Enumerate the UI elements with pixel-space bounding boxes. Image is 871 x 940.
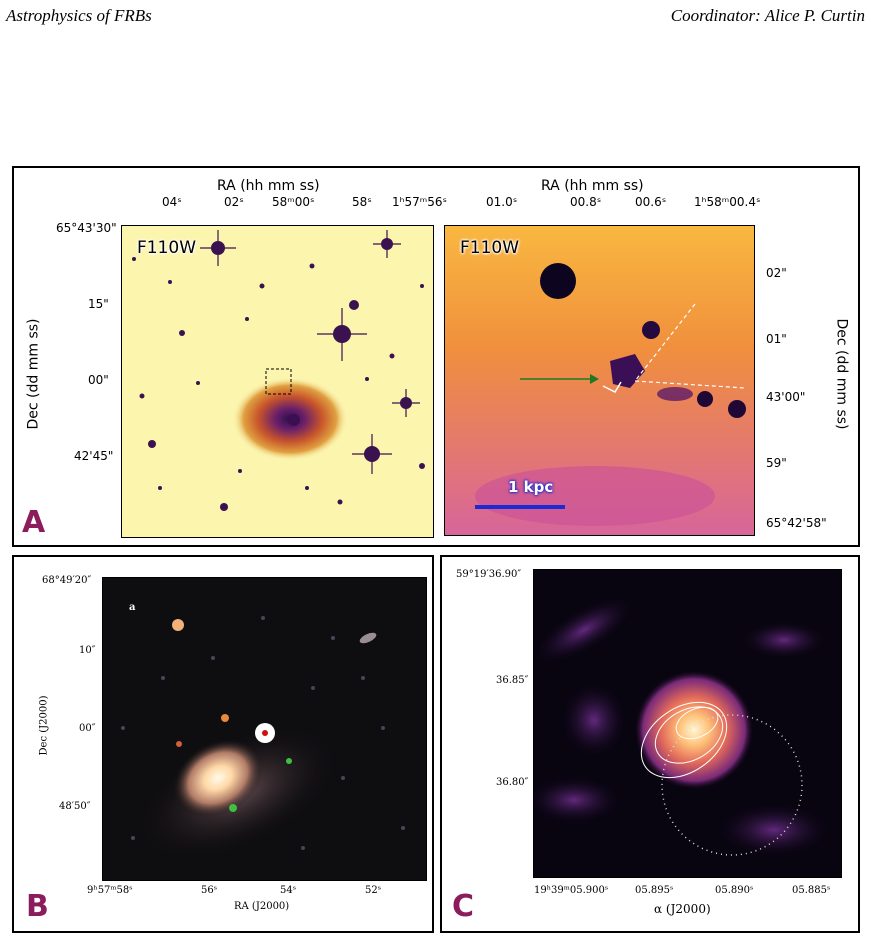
ra-tick-label: 05.890ˢ [715,885,754,896]
optical-color-image [121,616,405,862]
panel-b-dec-title: Dec (J2000) [38,695,50,756]
dec-tick-label: 59°19′36.90″ [456,569,522,580]
filter-label: F110W [137,238,197,258]
dec-tick-label: 10″ [79,645,96,656]
panel-a-left-dec-title: Dec (dd mm ss) [25,318,42,430]
dec-tick-label: 36.80″ [496,777,529,788]
header-left: Astrophysics of FRBs [6,6,152,25]
panel-c-ra-title: α (J2000) [654,902,711,916]
ra-tick-label: 01.0ˢ [486,195,518,209]
f110w-zoom-image [445,226,754,535]
panel-label-b: B [26,889,49,924]
dec-tick-label: 68°49′20″ [42,575,92,586]
dec-tick-label: 01" [766,332,787,346]
f110w-wide-field-image [122,226,433,537]
ra-tick-label: 9ʰ57ᵐ58ˢ [87,885,133,896]
ra-tick-label: 00.6ˢ [635,195,667,209]
panel-b-ra-title: RA (J2000) [234,901,290,912]
panel-b-image [102,577,427,881]
dec-tick-label: 42'45" [74,449,114,463]
panel-b: 68°49′20″ 10″ 00″ 48′50″ Dec (J2000) [12,555,434,933]
ra-tick-label: 58ᵐ00ˢ [272,195,315,209]
ra-tick-label: 05.885ˢ [792,885,831,896]
ra-tick-label: 56ˢ [201,885,218,896]
header-right: Coordinator: Alice P. Curtin [670,6,865,25]
panel-c-image [533,569,842,878]
panel-a-left-image [121,225,434,538]
ra-tick-label: 02ˢ [224,195,244,209]
panel-a: RA (hh mm ss) 04ˢ 02ˢ 58ᵐ00ˢ 58ˢ 1ʰ57ᵐ56… [12,166,860,547]
ra-tick-label: 58ˢ [352,195,372,209]
dec-tick-label: 36.85″ [496,675,529,686]
dec-tick-label: 15" [88,297,109,311]
scale-bar-label: 1 kpc [508,478,554,496]
ra-tick-label: 1ʰ58ᵐ00.4ˢ [694,195,761,209]
panel-c: 59°19′36.90″ 36.85″ 36.80″ [440,555,860,933]
dec-tick-label: 43'00" [766,390,806,404]
ra-tick-label: 54ˢ [280,885,297,896]
panel-b-inset-label: a [129,602,136,613]
dec-tick-label: 02" [766,266,787,280]
panel-label-c: C [452,889,475,924]
dec-tick-label: 00″ [79,723,96,734]
dec-tick-label: 59" [766,456,787,470]
filter-label: F110W [460,238,520,258]
panel-a-right-ra-title: RA (hh mm ss) [541,178,644,194]
panel-a-left-ra-title: RA (hh mm ss) [217,178,320,194]
ra-tick-label: 52ˢ [365,885,382,896]
dec-tick-label: 65°42'58" [766,516,827,530]
dec-tick-label: 65°43'30" [56,221,117,235]
dec-tick-label: 48′50″ [59,801,91,812]
ra-tick-label: 19ʰ39ᵐ05.900ˢ [534,885,609,896]
radio-contour-image [534,594,834,858]
panel-a-right-dec-title: Dec (dd mm ss) [833,318,850,430]
ra-tick-label: 00.8ˢ [570,195,602,209]
ra-tick-label: 1ʰ57ᵐ56ˢ [392,195,447,209]
panel-a-right-image [444,225,755,536]
dec-tick-label: 00" [88,373,109,387]
ra-tick-label: 04ˢ [162,195,182,209]
panel-label-a: A [22,505,46,540]
ra-tick-label: 05.895ˢ [635,885,674,896]
